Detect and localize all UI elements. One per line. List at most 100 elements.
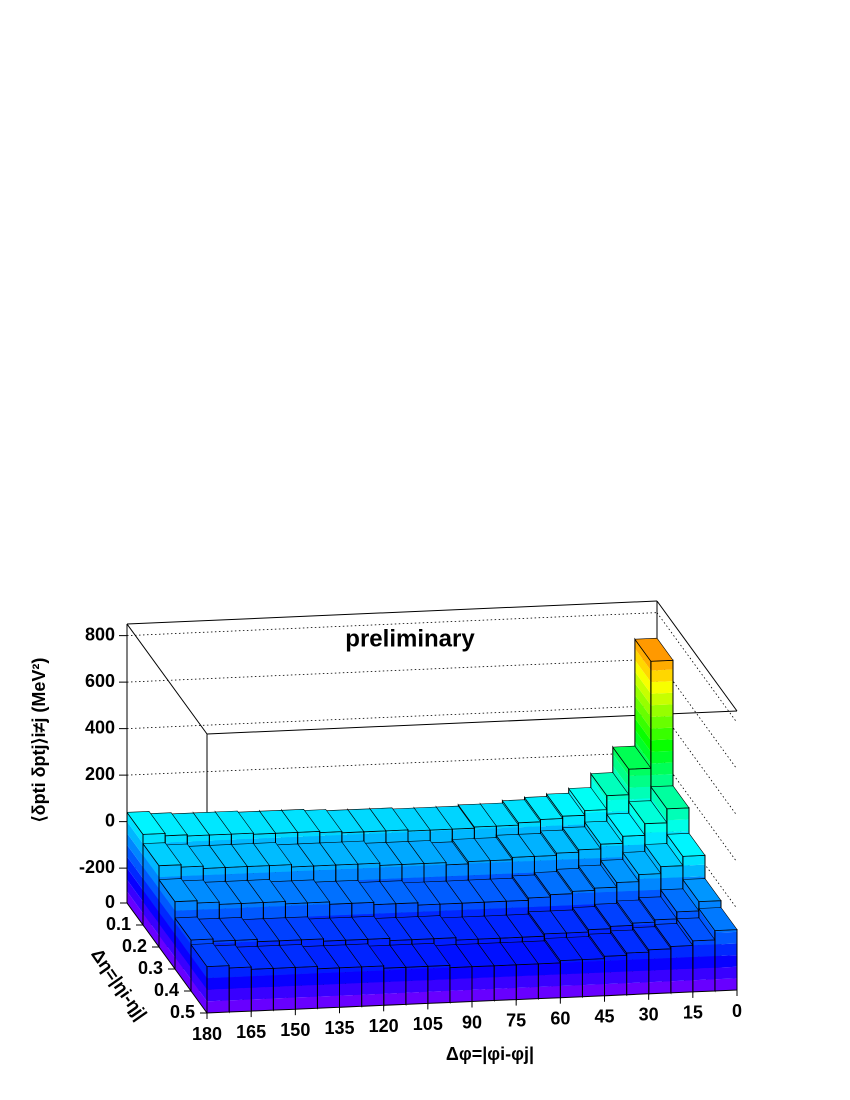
y-tick-label: 0.4: [154, 980, 179, 1000]
bar-band: [538, 974, 561, 987]
bar-band: [197, 902, 220, 910]
bar-band: [229, 987, 252, 1001]
bar-band: [650, 750, 673, 764]
bar-band: [175, 922, 191, 957]
bar-band: [207, 977, 230, 990]
bar-band: [500, 937, 523, 943]
bar-band: [143, 901, 159, 936]
bar-band: [676, 918, 693, 946]
bar-band: [600, 845, 623, 859]
bar-band: [638, 873, 661, 880]
bar-band: [251, 968, 274, 977]
z-tick-label: -200: [79, 857, 115, 877]
bar-band: [127, 821, 143, 856]
bar-band: [562, 815, 585, 826]
frame-edge: [126, 600, 658, 625]
bar-band: [357, 863, 380, 869]
bar-top: [654, 923, 694, 947]
bar-top: [660, 888, 700, 913]
bar-band: [127, 868, 143, 902]
bar-band: [361, 993, 384, 1007]
bar-top: [543, 937, 583, 961]
bar-band: [644, 822, 667, 833]
bar-band: [159, 900, 175, 935]
y-tick-label: 0: [105, 892, 115, 912]
x-axis-title: Δφ=|φi-φj|: [446, 1044, 534, 1064]
bar-band: [572, 892, 595, 906]
bar-band: [159, 864, 182, 878]
bar-top: [562, 826, 602, 851]
bar-band: [650, 660, 673, 671]
bar-band: [251, 998, 274, 1012]
bar-band: [670, 957, 693, 970]
bar-band: [666, 819, 689, 832]
bar-top: [600, 859, 640, 883]
bar-band: [191, 956, 207, 990]
bar-band: [329, 903, 352, 916]
bar-band: [295, 996, 318, 1010]
bar-band: [273, 997, 296, 1011]
bar-band: [472, 965, 495, 979]
bar-band: [159, 888, 175, 923]
bar-band: [612, 747, 629, 776]
bar-band: [339, 966, 362, 973]
bar-band: [650, 786, 667, 821]
bar-top: [616, 899, 656, 924]
bar-band: [516, 963, 539, 977]
bar-band: [219, 903, 242, 909]
bar-top: [587, 932, 628, 957]
bar-band: [650, 727, 673, 741]
bar-band: [427, 979, 450, 992]
bar-top: [638, 896, 678, 921]
bar-top: [676, 917, 716, 942]
bar-band: [361, 970, 384, 983]
bar-band: [424, 864, 447, 878]
bar-band: [494, 988, 517, 1001]
bar-band: [628, 775, 651, 788]
bar-band: [127, 844, 143, 879]
bar-band: [229, 966, 252, 978]
bar-band: [628, 768, 651, 776]
bar-band: [484, 901, 507, 910]
bar-top: [451, 838, 491, 862]
bar-band: [143, 843, 159, 878]
bar-band: [648, 948, 671, 959]
bar-band: [275, 832, 298, 838]
bar-top: [174, 916, 214, 941]
bar-band: [626, 970, 649, 984]
bar-band: [626, 952, 649, 960]
bar-band: [273, 985, 296, 999]
bar-band: [512, 861, 535, 874]
bar-band: [251, 986, 274, 1000]
bar-band: [670, 980, 693, 993]
bar-band: [472, 977, 495, 990]
bar-band: [628, 786, 651, 800]
bar-band: [582, 960, 605, 974]
bar-band: [191, 979, 207, 1013]
bar-band: [456, 939, 479, 945]
bar-band: [313, 869, 336, 883]
bar-band: [692, 939, 715, 946]
bar-band: [291, 865, 314, 872]
bar-band: [512, 856, 535, 862]
bar-band: [263, 906, 286, 919]
bar-band: [165, 834, 188, 843]
bar-band: [339, 983, 362, 996]
bar-band: [427, 967, 450, 981]
x-tick-label: 105: [413, 1014, 443, 1034]
bar-band: [207, 988, 230, 1002]
bar-band: [405, 968, 428, 982]
bar-band: [516, 975, 539, 988]
bar-band: [660, 865, 683, 879]
bar-band: [648, 981, 671, 994]
bar-band: [714, 978, 737, 991]
z-tick-label: 400: [85, 717, 115, 737]
bar-band: [538, 962, 561, 976]
bar-band: [628, 801, 645, 833]
bar-band: [594, 887, 617, 893]
bar-top: [682, 878, 722, 902]
bar-band: [534, 855, 557, 861]
bar-band: [622, 852, 639, 880]
bar-band: [449, 966, 472, 980]
